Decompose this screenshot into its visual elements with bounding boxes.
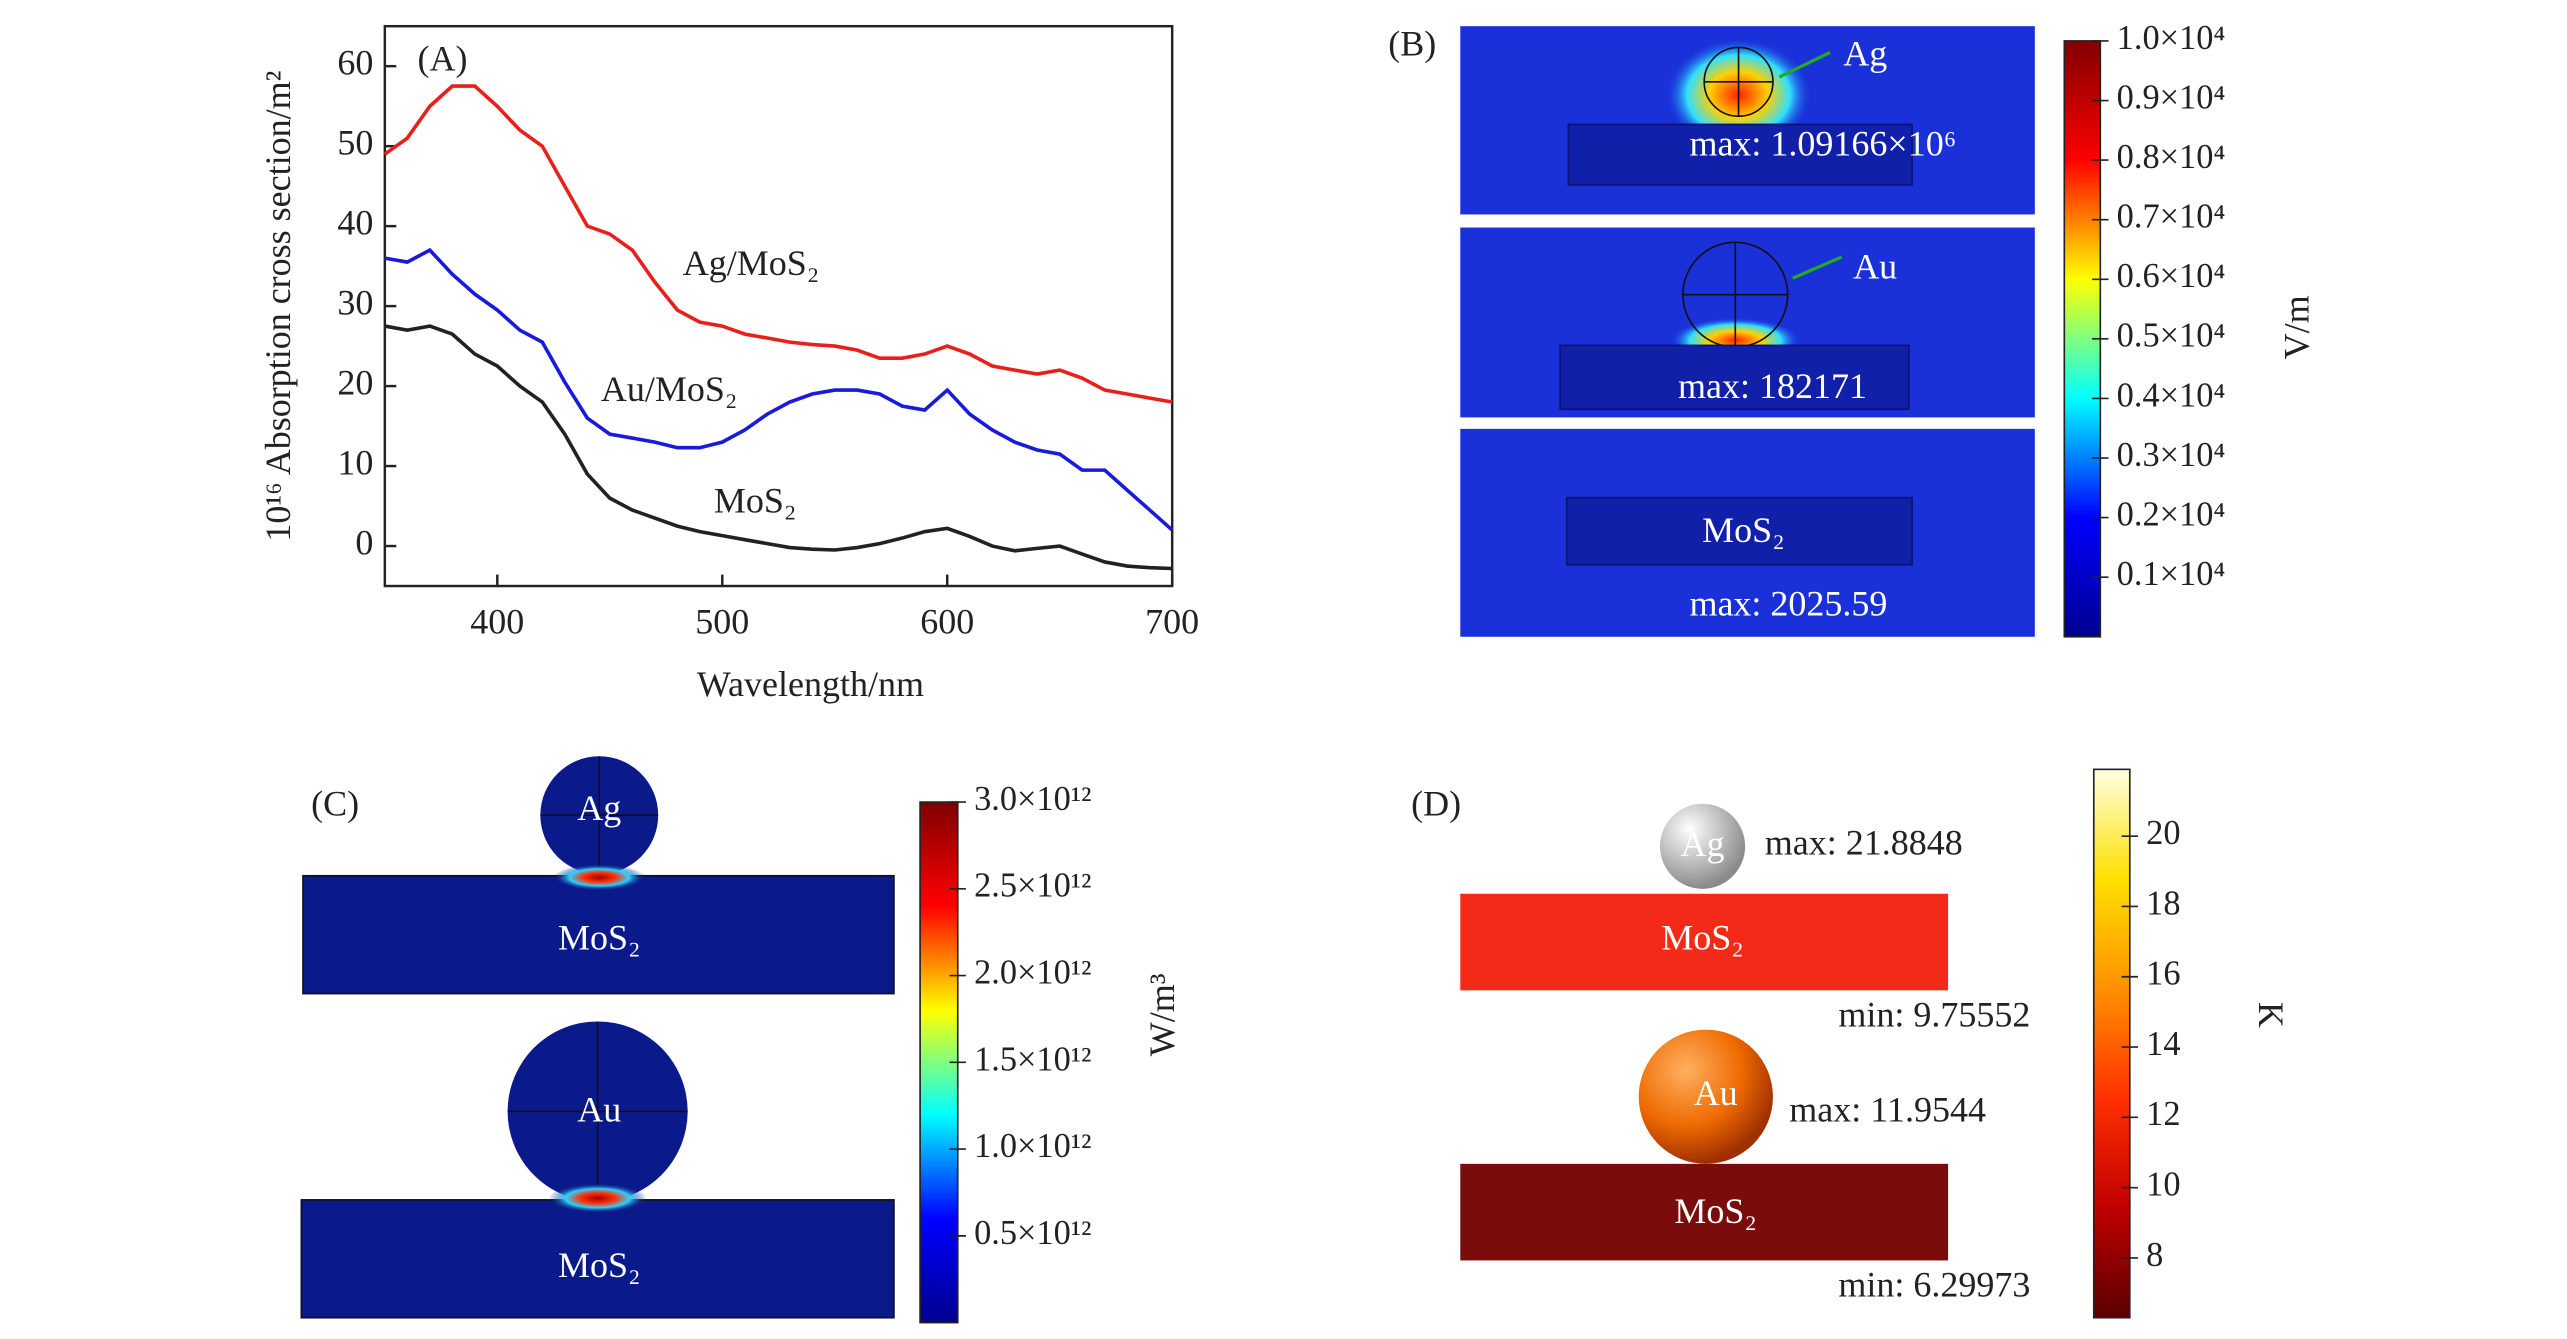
panel-label: (B) [1388, 24, 1436, 64]
x-tick-label: 600 [920, 602, 974, 642]
substrate [302, 874, 895, 995]
colorbar-tick-label: 0.5×10¹² [974, 1214, 1091, 1252]
series-line [384, 247, 1174, 532]
substrate [300, 1199, 895, 1319]
panel-b: (B) Ag max: 1.09166×10⁶ Au max: 182171 M… [1388, 24, 2316, 637]
colorbar-tick-label: 0.9×10⁴ [2117, 78, 2226, 116]
colorbar-tick-label: 14 [2146, 1025, 2180, 1063]
substrate-label: MoS₂ [1674, 1191, 1757, 1231]
field-hotspot [548, 1183, 647, 1213]
particle-label: Au [1694, 1073, 1738, 1113]
colorbar-tick-label: 0.8×10⁴ [2117, 138, 2226, 176]
series-line [384, 324, 1173, 571]
crosshair [1704, 47, 1773, 117]
y-tick-label: 50 [337, 122, 373, 162]
colorbar-tick-label: 18 [2146, 884, 2180, 922]
colorbar-tick-label: 0.7×10⁴ [2117, 198, 2226, 236]
max-label: max: 1.09166×10⁶ [1689, 124, 1956, 164]
colorbar-tick-label: 12 [2146, 1095, 2180, 1133]
substrate-label: MoS₂ [1661, 917, 1744, 957]
substrate [1559, 344, 1910, 411]
arrow [1791, 255, 1843, 280]
panel-a: (A) Wavelength/nm 10¹⁶ Absorption cross … [258, 24, 1174, 704]
min-label: min: 9.75552 [1838, 994, 2030, 1034]
x-tick-label: 700 [1145, 602, 1199, 642]
substrate-label: MoS₂ [558, 917, 641, 957]
max-label: max: 11.9544 [1789, 1089, 1986, 1129]
colorbar-tick-label: 1.0×10⁴ [2117, 19, 2226, 57]
x-axis-title: Wavelength/nm [697, 664, 924, 704]
x-tick-label: 500 [695, 602, 749, 642]
crosshair [507, 1021, 688, 1202]
substrate-label: MoS₂ [558, 1245, 641, 1285]
particle-label: Ag [577, 788, 621, 828]
colorbar-tick-label: 0.1×10⁴ [2117, 555, 2226, 593]
substrate [1567, 123, 1913, 186]
colorbar-tick-label: 1.0×10¹² [974, 1127, 1091, 1165]
substrate [1565, 496, 1913, 566]
panel-label: (D) [1411, 783, 1461, 823]
arrow [1778, 50, 1831, 79]
colorbar-tick-label: 2.5×10¹² [974, 867, 1091, 905]
colorbar-tick-label: 1.5×10¹² [974, 1040, 1091, 1078]
unit-label: V/m [2276, 295, 2316, 359]
y-tick-label: 10 [337, 442, 373, 482]
colorbar-tick-label: 10 [2146, 1166, 2180, 1204]
y-tick-label: 20 [337, 362, 373, 402]
panel-label: (A) [418, 38, 468, 78]
colorbar-tick-label: 0.2×10⁴ [2117, 495, 2226, 533]
panel-label: (C) [311, 783, 359, 823]
panel-c: (C) Ag MoS₂ Au MoS₂ W/m³ [300, 756, 1182, 1319]
colorbar-tick-label: 8 [2146, 1236, 2163, 1274]
y-tick-label: 40 [337, 202, 373, 242]
max-label: max: 182171 [1678, 366, 1867, 406]
colorbar-tick-label: 0.3×10⁴ [2117, 436, 2226, 474]
y-tick-label: 60 [337, 42, 373, 82]
min-label: min: 6.29973 [1838, 1265, 2030, 1305]
colorbar-tick-label: 3.0×10¹² [974, 780, 1091, 818]
crosshair [540, 756, 659, 875]
colorbar [2092, 768, 2131, 1319]
particle-label: Ag [1681, 824, 1725, 864]
colorbar-tick-label: 2.0×10¹² [974, 953, 1091, 991]
colorbar-tick-label: 16 [2146, 955, 2180, 993]
substrate [1460, 1163, 1949, 1261]
y-tick-label: 0 [355, 522, 373, 562]
series-label: Au/MoS₂ [601, 369, 738, 409]
particle-label: Au [577, 1089, 621, 1129]
series-line [383, 84, 1173, 404]
colorbar-tick-label: 20 [2146, 814, 2180, 852]
field-hotspot [553, 864, 646, 891]
crosshair [1682, 242, 1788, 348]
x-tick-label: 400 [470, 602, 524, 642]
max-label: max: 21.8848 [1765, 823, 1963, 863]
max-label: max: 2025.59 [1689, 584, 1887, 624]
substrate [1460, 893, 1949, 991]
colorbar-tick-label: 0.5×10⁴ [2117, 317, 2226, 355]
particle [1638, 1029, 1773, 1164]
y-tick-label: 30 [337, 282, 373, 322]
colorbar-tick-label: 0.4×10⁴ [2117, 376, 2226, 414]
y-axis-title: 10¹⁶ Absorption cross section/m² [258, 71, 298, 542]
colorbar-tick-label: 0.6×10⁴ [2117, 257, 2226, 295]
particle-label: Au [1853, 246, 1897, 286]
series-label: Ag/MoS₂ [683, 243, 820, 283]
unit-label: W/m³ [1142, 973, 1182, 1056]
panel-d: (D) Ag max: 21.8848 MoS₂ min: 9.75552 Au… [1411, 783, 2291, 1304]
unit-label: K [2251, 1002, 2291, 1028]
particle [1659, 803, 1746, 889]
substrate-label: MoS₂ [1702, 510, 1785, 550]
series-label: MoS₂ [714, 480, 797, 520]
particle-label: Ag [1843, 34, 1887, 74]
